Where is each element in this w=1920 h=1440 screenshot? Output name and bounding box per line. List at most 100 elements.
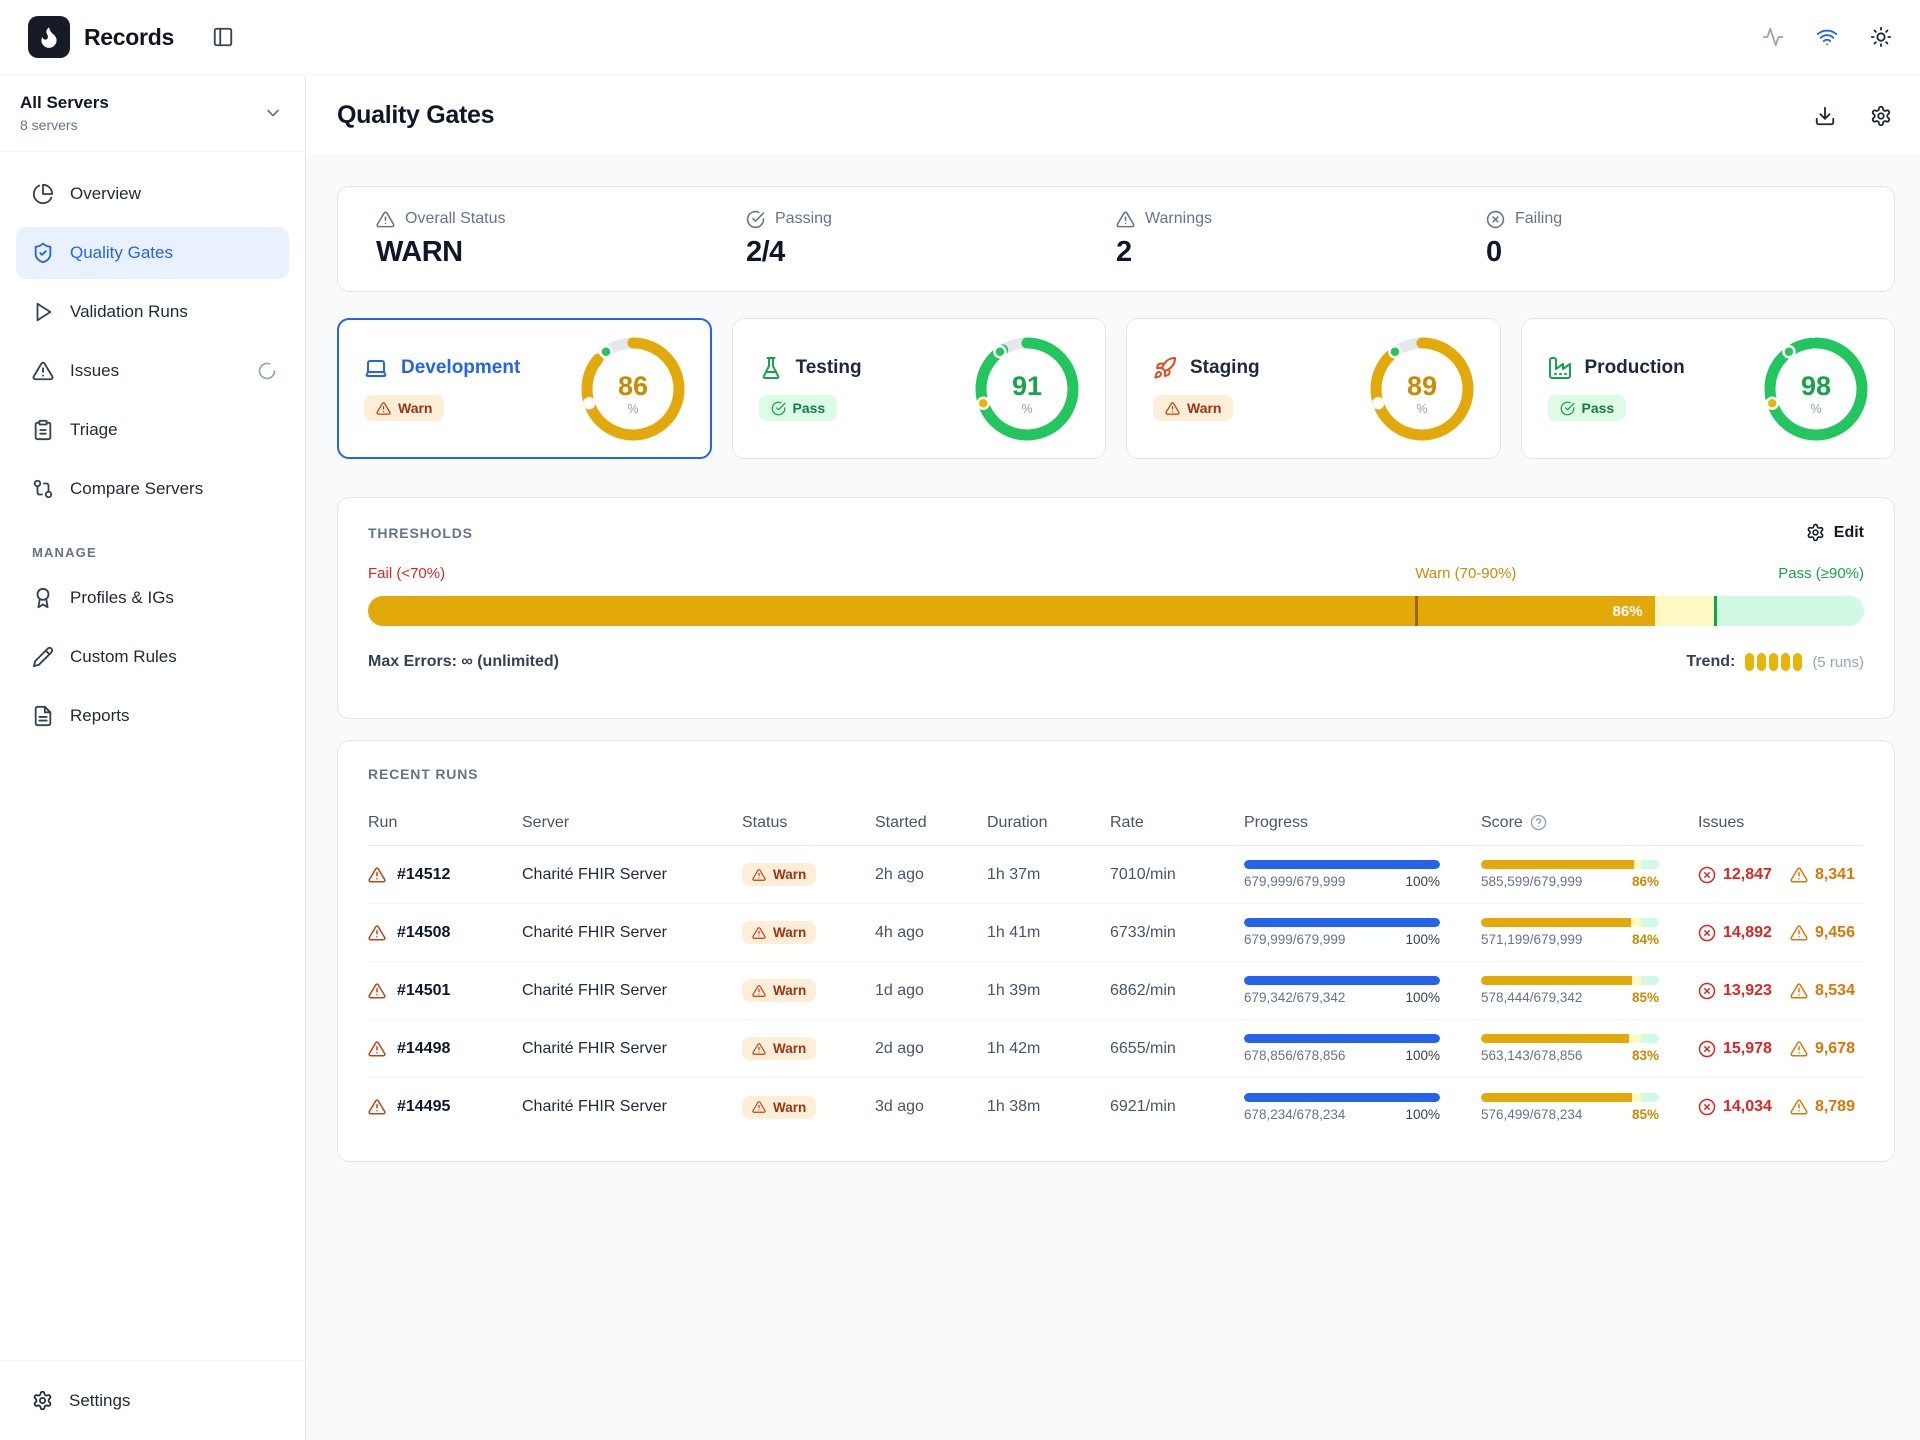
status-badge-pass: Pass [1548, 395, 1627, 421]
alert-triangle-icon [1790, 982, 1808, 1000]
progress-bar: 679,999/679,999100% [1244, 860, 1440, 889]
sidebar-toggle-button[interactable] [212, 26, 234, 48]
table-row-14498[interactable]: #14498Charité FHIR ServerWarn2d ago1h 42… [368, 1020, 1864, 1078]
table-row-14512[interactable]: #14512Charité FHIR ServerWarn2h ago1h 37… [368, 846, 1864, 904]
column-header-started: Started [875, 814, 987, 832]
table-body: #14512Charité FHIR ServerWarn2h ago1h 37… [368, 846, 1864, 1136]
status-badge-warn: Warn [1153, 395, 1233, 421]
topbar-actions [1762, 26, 1892, 48]
page-header: Quality Gates [306, 75, 1920, 157]
sidebar-item-validation-runs[interactable]: Validation Runs [16, 286, 289, 338]
svg-text:91: 91 [1012, 371, 1042, 401]
sidebar-item-label: Quality Gates [70, 243, 173, 263]
run-id: #14501 [397, 982, 450, 1000]
server-name: Charité FHIR Server [522, 1040, 742, 1058]
column-header-status: Status [742, 814, 875, 832]
flask-icon [759, 356, 783, 380]
spinner-icon [257, 361, 277, 381]
score-gauge: 86% [575, 331, 691, 447]
wifi-button[interactable] [1816, 26, 1838, 48]
sidebar-item-label: Compare Servers [70, 479, 203, 499]
check-circle-icon [746, 210, 765, 229]
top-bar: Records [0, 0, 1920, 75]
rocket-icon [1153, 356, 1177, 380]
sidebar-item-settings[interactable]: Settings [0, 1360, 305, 1440]
sidebar-item-custom-rules[interactable]: Custom Rules [16, 631, 289, 683]
score-percent: 85% [1632, 1107, 1659, 1122]
settings-button[interactable] [1870, 105, 1892, 127]
sidebar-item-compare-servers[interactable]: Compare Servers [16, 463, 289, 515]
sidebar-item-reports[interactable]: Reports [16, 690, 289, 742]
score-fraction: 578,444/679,342 [1481, 990, 1582, 1005]
sidebar-item-label: Validation Runs [70, 302, 188, 322]
x-circle-icon [1486, 210, 1505, 229]
table-row-14495[interactable]: #14495Charité FHIR ServerWarn3d ago1h 38… [368, 1078, 1864, 1136]
progress-fraction: 679,342/679,342 [1244, 990, 1345, 1005]
activity-button[interactable] [1762, 26, 1784, 48]
warning-count: 8,341 [1790, 866, 1855, 884]
score-fraction: 576,499/678,234 [1481, 1107, 1582, 1122]
column-header-rate: Rate [1110, 814, 1244, 832]
file-text-icon [32, 705, 54, 727]
alert-triangle-icon [1790, 1040, 1808, 1058]
trend-label: Trend: [1686, 653, 1735, 671]
sidebar-item-overview[interactable]: Overview [16, 168, 289, 220]
warning-count: 9,456 [1790, 924, 1855, 942]
env-card-staging[interactable]: StagingWarn89% [1126, 318, 1501, 459]
edit-label: Edit [1834, 524, 1864, 542]
warn-zone-label: Warn (70-90%) [1415, 565, 1516, 582]
sidebar-item-quality-gates[interactable]: Quality Gates [16, 227, 289, 279]
alert-triangle-icon [368, 924, 386, 942]
pencil-icon [32, 646, 54, 668]
sidebar-item-profiles-igs[interactable]: Profiles & IGs [16, 572, 289, 624]
trend-bar [1769, 653, 1778, 671]
score-gauge: 91% [969, 331, 1085, 447]
summary-label: Overall Status [405, 210, 505, 228]
alert-triangle-icon [1165, 401, 1180, 416]
duration-value: 1h 42m [987, 1040, 1110, 1058]
flame-icon [36, 24, 62, 50]
server-selector[interactable]: All Servers 8 servers [0, 75, 305, 152]
status-badge-warn: Warn [364, 395, 444, 421]
env-name: Staging [1190, 357, 1260, 379]
edit-thresholds-button[interactable]: Edit [1806, 523, 1864, 542]
settings-icon [1870, 105, 1892, 127]
started-value: 4h ago [875, 924, 987, 942]
pie-chart-icon [32, 183, 54, 205]
column-header-duration: Duration [987, 814, 1110, 832]
rate-value: 7010/min [1110, 866, 1244, 884]
env-name: Testing [796, 357, 862, 379]
run-id: #14498 [397, 1040, 450, 1058]
sidebar-item-triage[interactable]: Triage [16, 404, 289, 456]
flame-icon [36, 24, 62, 50]
sidebar-item-label: Overview [70, 184, 141, 204]
env-card-testing[interactable]: TestingPass91% [732, 318, 1107, 459]
chevron-down-icon [263, 103, 283, 123]
app-logo [28, 16, 70, 58]
server-name: Charité FHIR Server [522, 866, 742, 884]
env-card-production[interactable]: ProductionPass98% [1521, 318, 1896, 459]
play-icon [32, 301, 54, 323]
fail-zone-label: Fail (<70%) [368, 565, 445, 582]
trend-bars [1745, 653, 1802, 671]
summary-overall-status: Overall StatusWARN [376, 210, 746, 269]
download-button[interactable] [1814, 105, 1836, 127]
env-card-development[interactable]: DevelopmentWarn86% [337, 318, 712, 459]
alert-triangle-icon [752, 926, 766, 940]
progress-bar: 678,856/678,856100% [1244, 1034, 1440, 1063]
progress-fraction: 679,999/679,999 [1244, 932, 1345, 947]
table-row-14501[interactable]: #14501Charité FHIR ServerWarn1d ago1h 39… [368, 962, 1864, 1020]
help-icon-wrap[interactable] [1530, 814, 1547, 831]
progress-bar: 679,342/679,342100% [1244, 976, 1440, 1005]
sun-button[interactable] [1870, 26, 1892, 48]
table-row-14508[interactable]: #14508Charité FHIR ServerWarn4h ago1h 41… [368, 904, 1864, 962]
sidebar-item-issues[interactable]: Issues [16, 345, 289, 397]
error-count: 14,034 [1698, 1098, 1772, 1116]
server-name: Charité FHIR Server [522, 1098, 742, 1116]
status-badge-warn: Warn [742, 1037, 816, 1060]
laptop-icon [364, 356, 388, 380]
sidebar-section-label: MANAGE [0, 515, 305, 572]
fail-threshold-marker [1415, 596, 1418, 626]
score-gauge: 98% [1758, 331, 1874, 447]
thresholds-panel: THRESHOLDS Edit Fail (<70%) Warn (70-90%… [337, 497, 1895, 719]
